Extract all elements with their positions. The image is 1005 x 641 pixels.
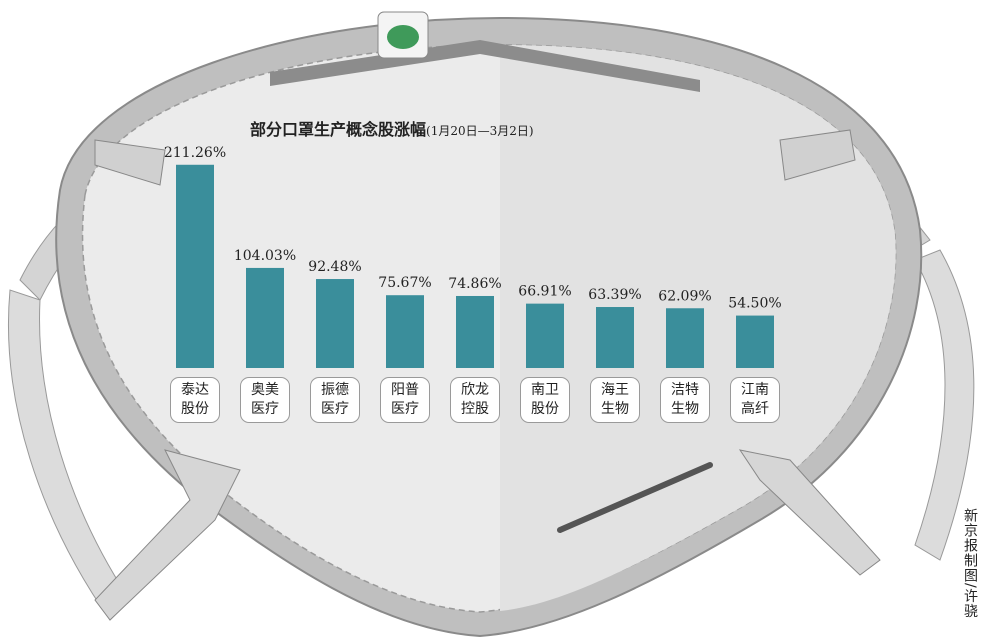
bar	[316, 279, 354, 368]
category-label: 泰达股份	[170, 377, 220, 423]
value-label: 54.50%	[728, 296, 781, 312]
category-label: 洁特生物	[660, 377, 710, 423]
category-label: 海王生物	[590, 377, 640, 423]
bar	[386, 295, 424, 368]
category-label: 阳普医疗	[380, 377, 430, 423]
category-label: 欣龙控股	[450, 377, 500, 423]
value-label: 92.48%	[308, 259, 361, 275]
category-label: 江南高纤	[730, 377, 780, 423]
bar	[246, 267, 284, 368]
value-label: 63.39%	[588, 287, 641, 303]
bar	[666, 308, 704, 368]
value-label: 74.86%	[448, 276, 501, 292]
chart-title-block: 部分口罩生产概念股涨幅(1月20日—3月2日)	[250, 116, 534, 140]
category-label: 奥美医疗	[240, 377, 290, 423]
category-label: 南卫股份	[520, 377, 570, 423]
credit: 新京报制图/许骁	[962, 508, 978, 619]
value-label: 104.03%	[234, 248, 296, 264]
bar	[596, 307, 634, 368]
bar	[176, 164, 214, 368]
mask-illustration	[7, 11, 975, 638]
chart-title: 部分口罩生产概念股涨幅	[250, 120, 427, 139]
bar	[456, 295, 494, 368]
value-label: 75.67%	[378, 275, 431, 291]
value-label: 66.91%	[518, 284, 571, 300]
bar	[736, 315, 774, 368]
value-label: 62.09%	[658, 288, 711, 304]
bar	[526, 303, 564, 368]
value-label: 211.26%	[164, 145, 226, 161]
chart-subtitle: (1月20日—3月2日)	[426, 124, 534, 138]
category-label: 振德医疗	[310, 377, 360, 423]
